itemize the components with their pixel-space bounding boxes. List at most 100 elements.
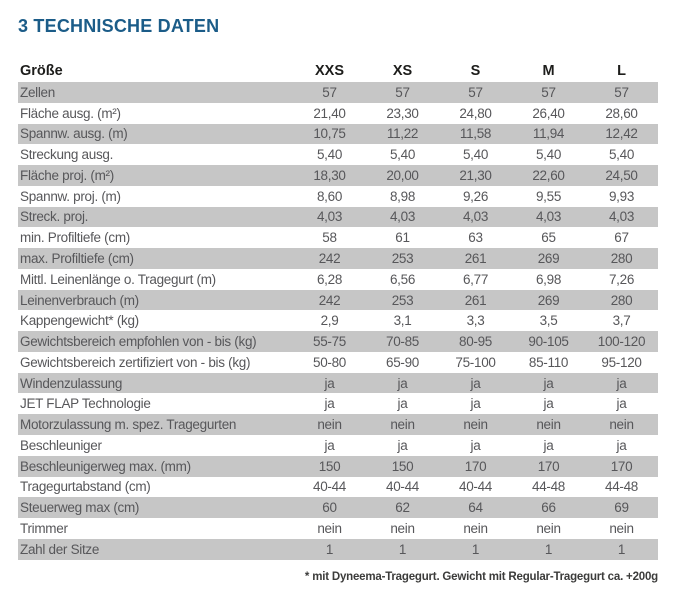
table-row: Spannw. ausg. (m) 10,75 11,22 11,58 11,94 12,… <box>18 123 658 145</box>
row-value: 22,60 <box>532 167 565 183</box>
row-label: JET FLAP Technologie <box>20 396 151 412</box>
row-label: Gewichtsbereich empfohlen von - bis (kg) <box>20 334 257 350</box>
row-value: 3,5 <box>539 313 558 329</box>
row-value: 60 <box>322 500 337 516</box>
row-value: ja <box>324 437 335 453</box>
row-value: 280 <box>610 292 633 308</box>
table-row: Trimmer nein nein nein nein nein <box>18 518 658 539</box>
row-label: Beschleuniger <box>20 437 102 453</box>
table-row: Gewichtsbereich empfohlen von - bis (kg)… <box>18 331 658 352</box>
row-value: 11,22 <box>386 126 419 142</box>
row-label: Streckung ausg. <box>20 147 114 163</box>
row-value: nein <box>317 417 342 433</box>
row-value: 24,80 <box>459 105 492 121</box>
row-value: 66 <box>541 500 556 516</box>
row-value: 150 <box>318 458 341 474</box>
row-value: 7,26 <box>608 271 635 287</box>
table-row: Spannw. proj. (m) 8,60 8,98 9,26 9,55 9,93 <box>18 186 658 207</box>
row-value: nein <box>317 520 342 536</box>
row-value: 5,40 <box>316 147 343 163</box>
row-value: ja <box>324 396 335 412</box>
table-header-row: Größe XXS XS S M L <box>18 60 658 82</box>
row-value: ja <box>543 375 554 391</box>
row-value: 3,3 <box>466 313 485 329</box>
row-value: 69 <box>614 500 629 516</box>
row-label: Trimmer <box>20 520 68 536</box>
row-value: nein <box>536 520 561 536</box>
row-value: 9,26 <box>462 188 489 204</box>
row-value: 261 <box>464 292 487 308</box>
row-value: 67 <box>614 230 629 246</box>
row-value: ja <box>324 375 335 391</box>
row-value: 2,9 <box>320 313 339 329</box>
row-value: 280 <box>610 251 633 266</box>
table-row: Beschleuniger ja ja ja ja ja <box>18 435 658 456</box>
row-value: 20,00 <box>386 167 419 183</box>
table-row: Motorzulassung m. spez. Tragegurten nein n… <box>18 414 658 436</box>
row-label: Zahl der Sitze <box>20 541 100 557</box>
row-value: ja <box>543 396 554 412</box>
row-value: 44-48 <box>531 479 566 495</box>
row-value: 10,75 <box>313 126 346 142</box>
row-value: 170 <box>537 458 560 474</box>
row-value: 269 <box>537 292 560 308</box>
row-value: 90-105 <box>528 334 569 350</box>
row-value: 57 <box>541 84 556 100</box>
row-value: nein <box>390 520 415 536</box>
table-header-col-xxs: XXS <box>314 63 344 79</box>
row-value: 21,30 <box>459 167 492 183</box>
table-row: Kappengewicht* (kg) 2,9 3,1 3,3 3,5 3,7 <box>18 310 658 331</box>
row-value: 4,03 <box>535 209 562 225</box>
row-value: 6,28 <box>316 271 343 287</box>
row-value: 3,1 <box>393 313 412 329</box>
row-value: 85-110 <box>528 354 569 370</box>
row-value: nein <box>609 520 634 536</box>
table-row: Beschleunigerweg max. (mm) 150 150 170 170 17… <box>18 455 658 477</box>
table-row: Mittl. Leinenlänge o. Tragegurt (m) 6,28 6… <box>18 269 658 290</box>
table-row: Streck. proj. 4,03 4,03 4,03 4,03 4,03 <box>18 206 658 228</box>
row-value: 170 <box>464 458 487 474</box>
table-row: Gewichtsbereich zertifiziert von - bis (… <box>18 352 658 373</box>
row-label: min. Profiltiefe (cm) <box>20 230 130 246</box>
row-value: 261 <box>464 251 487 266</box>
row-value: 24,50 <box>605 167 638 183</box>
row-value: ja <box>616 437 627 453</box>
row-value: 269 <box>537 251 560 266</box>
row-label: Streck. proj. <box>20 209 89 225</box>
row-value: nein <box>390 417 415 433</box>
row-value: 5,40 <box>462 147 489 163</box>
row-value: 50-80 <box>312 354 347 370</box>
row-value: 5,40 <box>389 147 416 163</box>
row-value: 8,60 <box>316 188 343 204</box>
row-value: 253 <box>391 292 414 308</box>
row-value: 65-90 <box>385 354 420 370</box>
row-value: 70-85 <box>385 334 420 350</box>
row-value: 170 <box>610 458 633 474</box>
row-value: 44-48 <box>604 479 639 495</box>
table-row: Streckung ausg. 5,40 5,40 5,40 5,40 5,40 <box>18 144 658 165</box>
row-value: 64 <box>468 500 483 516</box>
row-label: Tragegurtabstand (cm) <box>20 479 151 495</box>
table-row: Tragegurtabstand (cm) 40-44 40-44 40-44 44-4… <box>18 477 658 498</box>
row-value: 1 <box>471 541 480 557</box>
row-value: 150 <box>391 458 414 474</box>
row-value: ja <box>470 437 481 453</box>
row-label: max. Profiltiefe (cm) <box>20 251 134 266</box>
table-row: Leinenverbrauch (m) 242 253 261 269 280 <box>18 289 658 311</box>
table-row: Windenzulassung ja ja ja ja ja <box>18 372 658 394</box>
table-row: Fläche ausg. (m²) 21,40 23,30 24,80 26,40 28,… <box>18 103 658 124</box>
row-value: 6,56 <box>389 271 416 287</box>
row-value: 242 <box>318 251 341 266</box>
row-value: 6,77 <box>462 271 489 287</box>
row-label: Beschleunigerweg max. (mm) <box>20 458 191 474</box>
table-row: max. Profiltiefe (cm) 242 253 261 269 280 <box>18 248 658 269</box>
row-value: 100-120 <box>597 334 646 350</box>
table-row: Zellen 57 57 57 57 57 <box>18 82 658 103</box>
row-value: nein <box>463 417 488 433</box>
row-value: 8,98 <box>389 188 416 204</box>
row-value: 26,40 <box>532 105 565 121</box>
row-value: 11,58 <box>459 126 492 142</box>
row-value: 1 <box>398 541 407 557</box>
table-row: min. Profiltiefe (cm) 58 61 63 65 67 <box>18 227 658 248</box>
